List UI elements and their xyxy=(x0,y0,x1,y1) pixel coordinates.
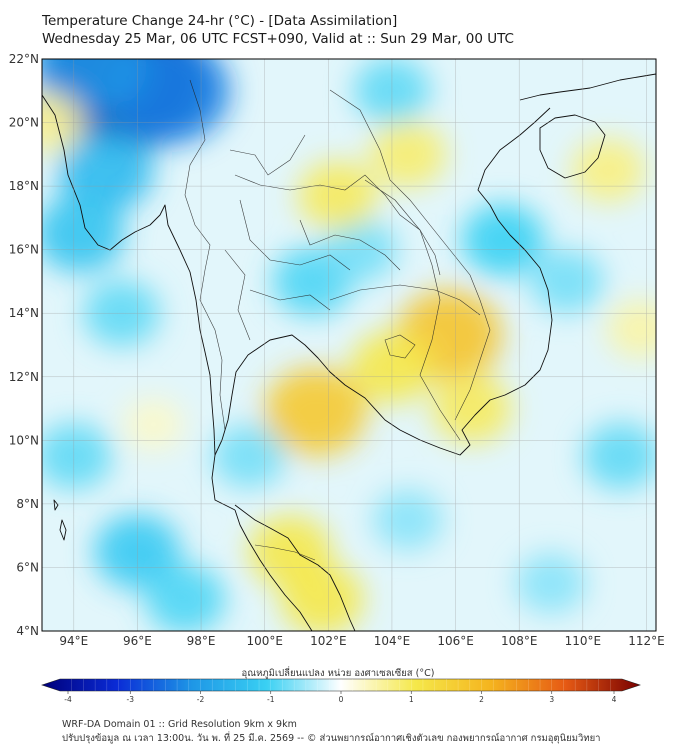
colorbar-ticks: -4 -3 -2 -1 0 1 2 3 4 xyxy=(64,691,617,704)
field-blob xyxy=(42,423,112,490)
colorbar-title: อุณหภูมิเปลี่ยนแปลง หน่วย องศาเซลเซียส (… xyxy=(241,668,435,679)
andaman-island xyxy=(59,519,67,541)
laos-vietnam-border xyxy=(329,89,481,301)
thai-cambodia-border xyxy=(329,284,481,316)
lat-tick-label: 16°N xyxy=(9,243,39,257)
thai-provinces-1 xyxy=(239,199,351,271)
colorbar-tick-label: -2 xyxy=(197,695,205,704)
field-blob xyxy=(431,373,512,444)
map-frame xyxy=(41,58,657,632)
cambodia-vietnam-border xyxy=(454,299,491,421)
field-blob xyxy=(606,300,656,359)
thai-provinces-5 xyxy=(229,134,306,176)
thai-provinces-3 xyxy=(224,249,251,341)
footer-line-2: ปรับปรุงข้อมูล ณ เวลา 13:00น. วัน พ. ที่… xyxy=(62,733,601,744)
lon-axis: 94°E 96°E 98°E 100°E 102°E 104°E 106°E 108°E 110… xyxy=(59,634,664,648)
thai-laos-border xyxy=(234,174,441,276)
lat-tick-label: 18°N xyxy=(9,179,39,193)
china-coast xyxy=(519,73,656,101)
lon-tick-label: 106°E xyxy=(437,634,474,648)
lat-tick-label: 20°N xyxy=(9,116,39,130)
field-blob xyxy=(369,121,447,188)
admin-borders xyxy=(184,79,491,561)
colorbar-tick-label: 4 xyxy=(612,695,617,704)
lat-tick-label: 8°N xyxy=(16,497,39,511)
colorbar-tick-label: 2 xyxy=(479,695,484,704)
lon-tick-label: 102°E xyxy=(310,634,347,648)
myanmar-coast xyxy=(42,94,236,511)
lon-tick-label: 104°E xyxy=(374,634,411,648)
lon-tick-label: 112°E xyxy=(628,634,665,648)
colorbar-tick-label: -3 xyxy=(127,695,135,704)
colorbar-segments xyxy=(71,679,611,691)
nicobar-island xyxy=(53,499,59,511)
field-anomaly-layer xyxy=(42,59,656,631)
lon-tick-label: 100°E xyxy=(246,634,283,648)
thai-provinces-2 xyxy=(249,289,331,311)
temperature-field xyxy=(42,59,656,631)
lon-tick-label: 110°E xyxy=(565,634,602,648)
title-line-1: Temperature Change 24-hr (°C) - [Data As… xyxy=(42,13,398,29)
field-blob xyxy=(298,161,378,231)
colorbar-tick-label: -4 xyxy=(64,695,72,704)
thai-provinces-4 xyxy=(299,219,401,271)
hainan xyxy=(539,114,606,179)
lon-tick-label: 94°E xyxy=(59,634,88,648)
myanmar-thai-border xyxy=(184,79,226,431)
tonle-sap xyxy=(384,334,416,359)
field-blob xyxy=(461,204,545,277)
field-blob xyxy=(264,367,367,457)
field-blob xyxy=(145,564,225,631)
lat-tick-label: 4°N xyxy=(16,624,39,638)
lon-tick-label: 98°E xyxy=(187,634,216,648)
lat-axis: 22°N 20°N 18°N 16°N 14°N 12°N 10°N 8°N 6°N 4°N xyxy=(9,52,39,638)
field-blob xyxy=(372,489,443,551)
colorbar-tick-label: 1 xyxy=(409,695,414,704)
malay-east-coast xyxy=(234,504,356,631)
coastlines xyxy=(42,73,656,631)
gulf-of-thailand-coast xyxy=(214,107,553,456)
title-line-2: Wednesday 25 Mar, 06 UTC FCST+090, Valid… xyxy=(42,31,514,47)
field-blob xyxy=(123,398,184,451)
field-blob xyxy=(530,249,604,314)
footer: WRF-DA Domain 01 :: Grid Resolution 9km … xyxy=(62,718,601,746)
lat-tick-label: 22°N xyxy=(9,52,39,66)
field-blob xyxy=(57,128,154,212)
map-title: Temperature Change 24-hr (°C) - [Data As… xyxy=(42,12,514,48)
footer-line-1: WRF-DA Domain 01 :: Grid Resolution 9km … xyxy=(62,719,297,730)
lon-tick-label: 96°E xyxy=(123,634,152,648)
mekong-river xyxy=(364,179,461,441)
thai-malaysia-border xyxy=(254,544,316,561)
colorbar-tick-label: 0 xyxy=(339,695,344,704)
lat-tick-label: 6°N xyxy=(16,560,39,574)
colorbar-tick-label: 3 xyxy=(549,695,554,704)
field-blob xyxy=(280,563,364,631)
colorbar: -4 -3 -2 -1 0 1 2 3 4 xyxy=(41,678,641,704)
field-blob xyxy=(516,552,586,614)
field-blob xyxy=(582,423,656,490)
lon-tick-label: 108°E xyxy=(501,634,538,648)
lat-tick-label: 10°N xyxy=(9,433,39,447)
lat-tick-label: 14°N xyxy=(9,306,39,320)
colorbar-tick-label: -1 xyxy=(267,695,275,704)
graticule xyxy=(42,58,656,632)
lat-tick-label: 12°N xyxy=(9,370,39,384)
field-blob xyxy=(42,194,125,273)
